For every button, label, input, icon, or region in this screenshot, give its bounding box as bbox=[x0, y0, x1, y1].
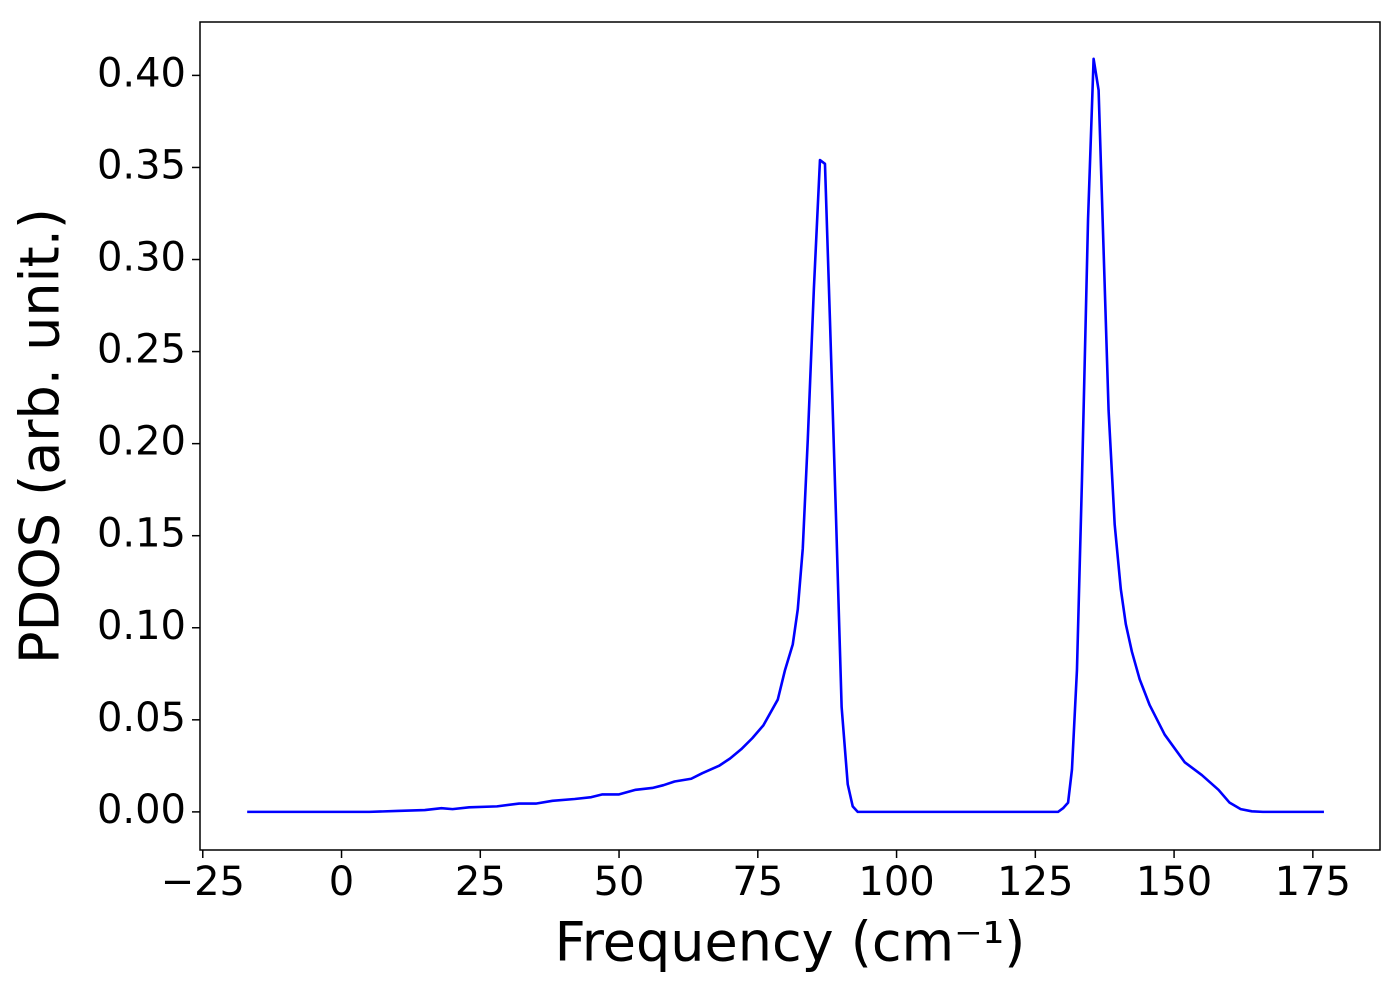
plot-frame bbox=[199, 21, 1381, 851]
y-tick-label: 0.35 bbox=[97, 142, 186, 188]
x-axis-label: Frequency (cm⁻¹) bbox=[555, 911, 1026, 974]
data-line bbox=[247, 57, 1324, 814]
x-tick-label: 175 bbox=[1275, 859, 1351, 905]
y-axis-label: PDOS (arb. unit.) bbox=[9, 208, 72, 664]
x-tick-label: 0 bbox=[329, 859, 354, 905]
x-tick-label: 25 bbox=[455, 859, 506, 905]
x-tick-label: 50 bbox=[594, 859, 645, 905]
y-tick-label: 0.40 bbox=[97, 50, 186, 96]
y-tick-label: 0.30 bbox=[97, 235, 186, 281]
y-tick-label: 0.20 bbox=[97, 419, 186, 465]
x-tick-label: 150 bbox=[1136, 859, 1212, 905]
x-tick-label: 125 bbox=[997, 859, 1073, 905]
y-tick-label: 0.25 bbox=[97, 327, 186, 373]
x-tick-label: 75 bbox=[732, 859, 783, 905]
y-tick-label: 0.15 bbox=[97, 511, 186, 557]
x-tick-label: −25 bbox=[161, 859, 245, 905]
y-tick-label: 0.10 bbox=[97, 603, 186, 649]
y-tick-label: 0.00 bbox=[97, 787, 186, 833]
x-tick-label: 100 bbox=[858, 859, 934, 905]
y-tick-label: 0.05 bbox=[97, 695, 186, 741]
